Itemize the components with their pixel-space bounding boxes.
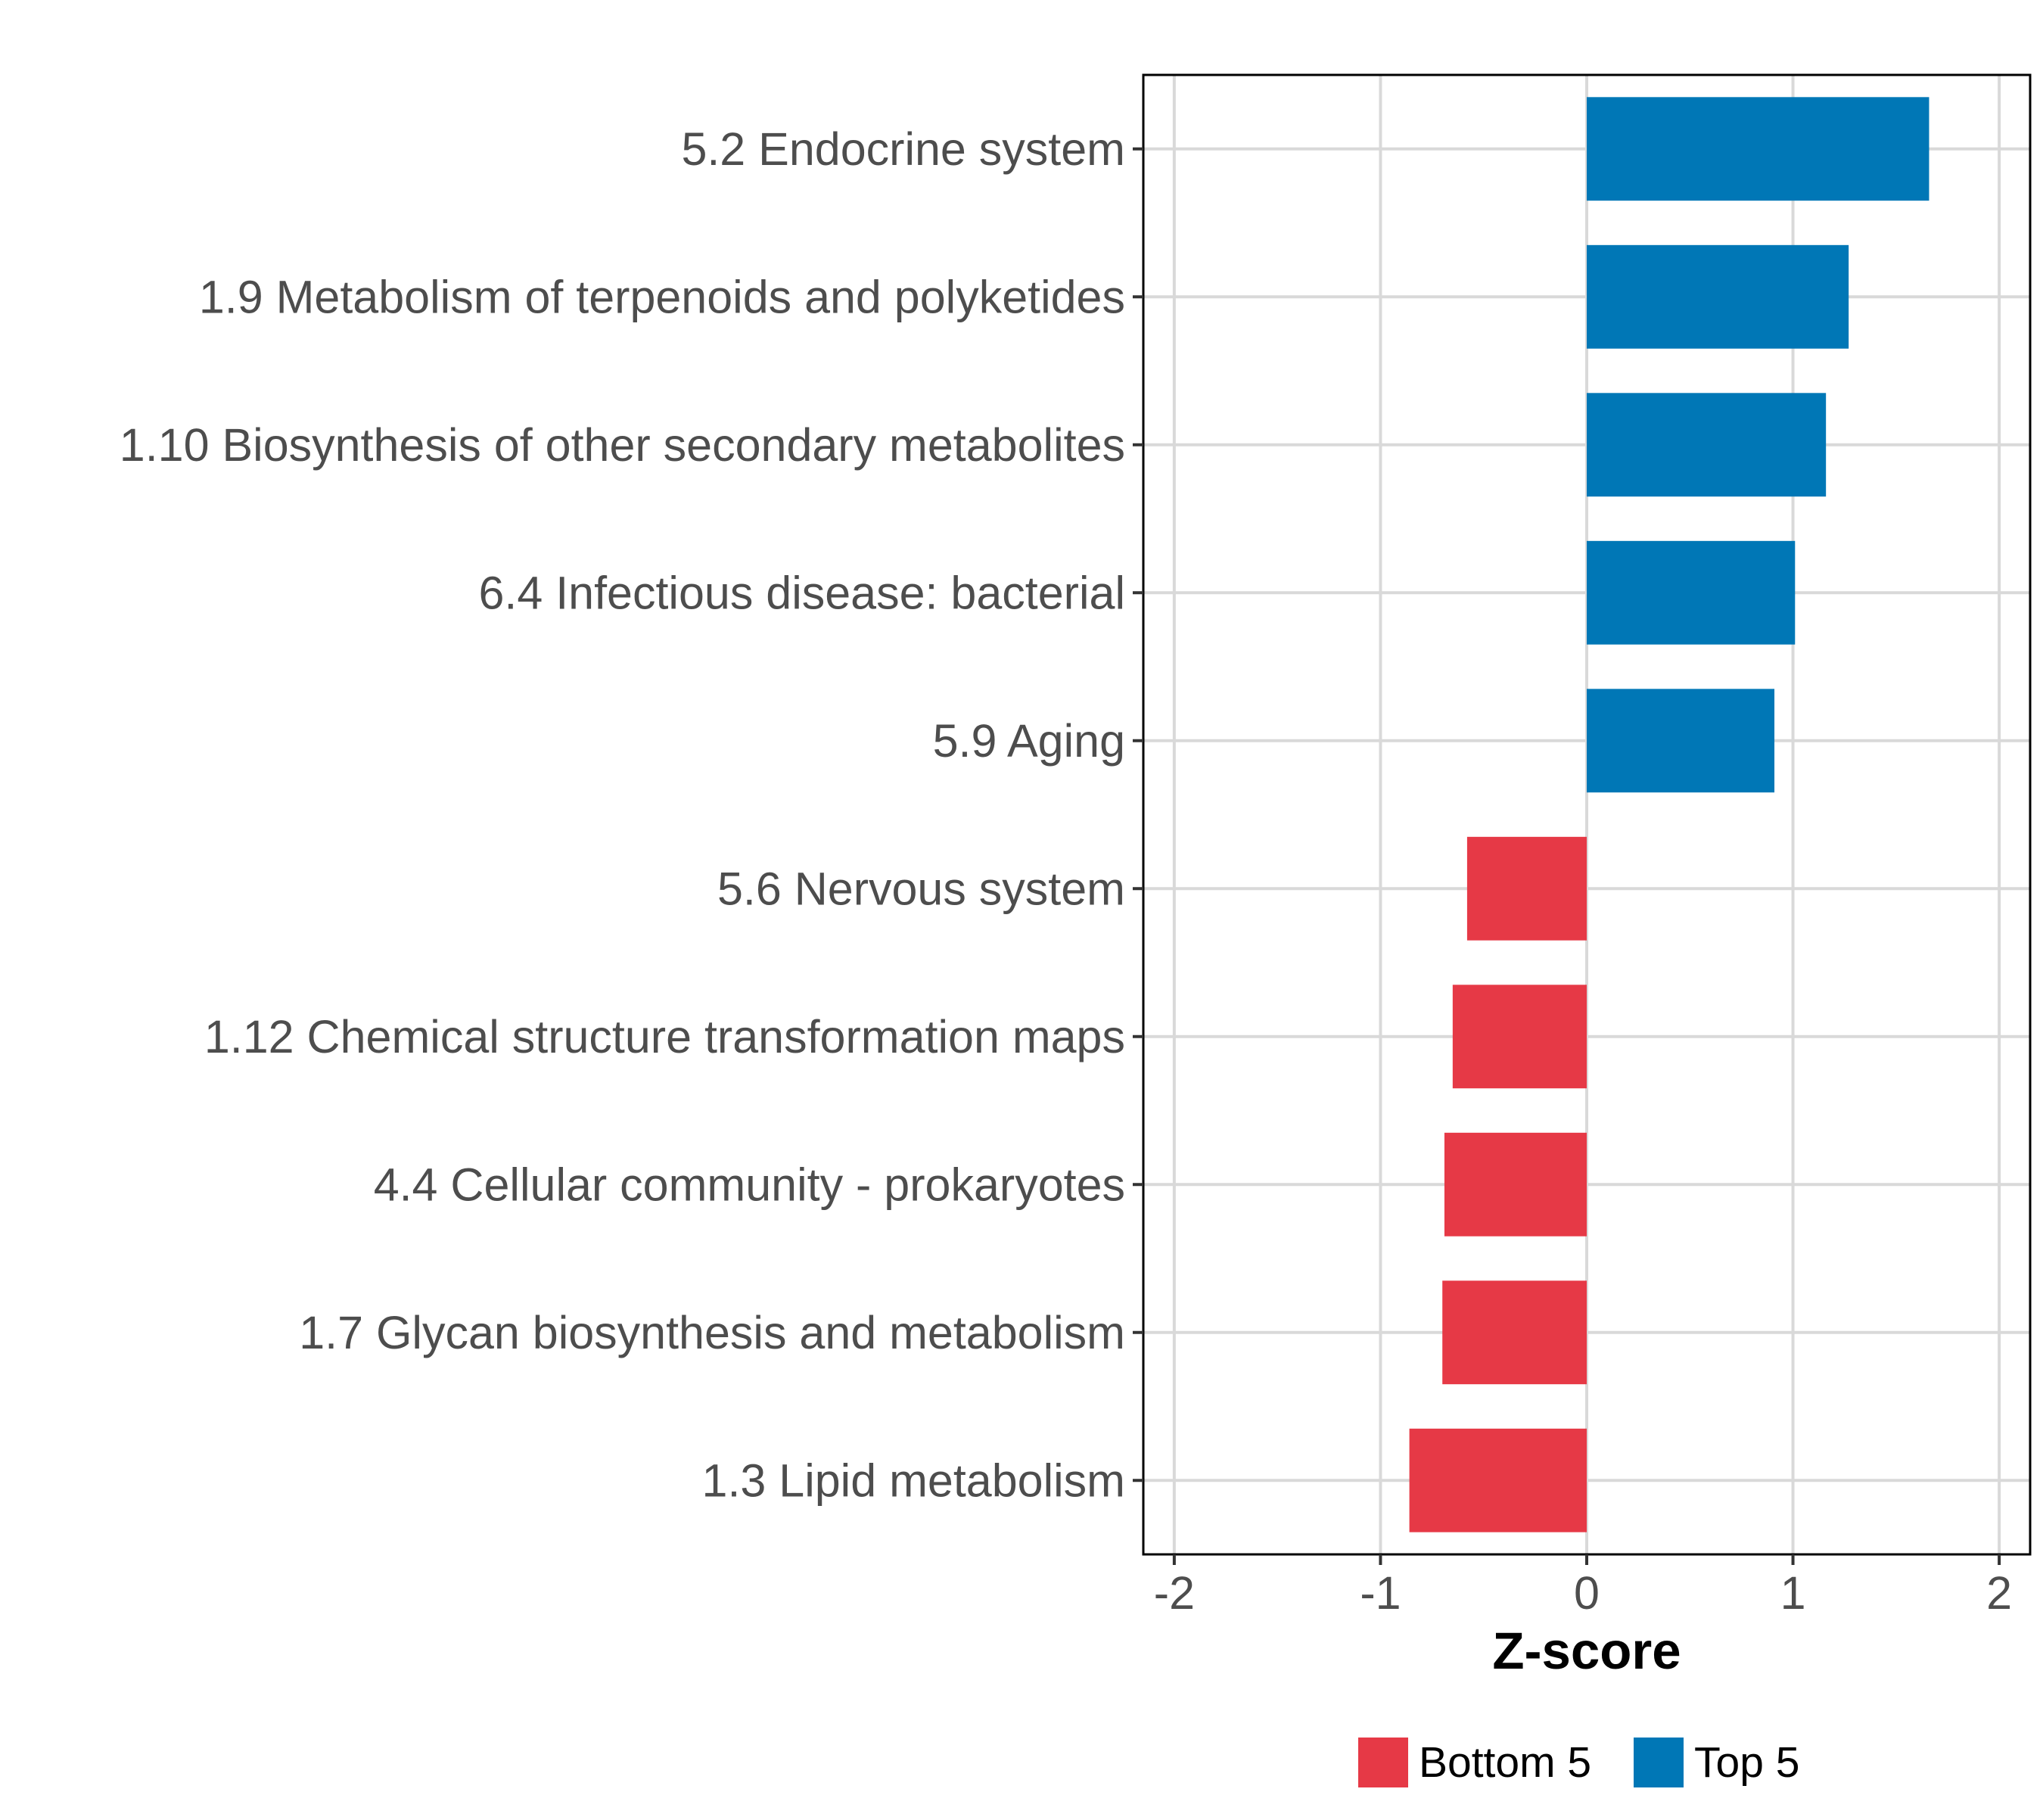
bar	[1466, 836, 1587, 941]
x-tick-label: 2	[1986, 1567, 2012, 1619]
legend-swatch	[1358, 1738, 1408, 1787]
category-label: 6.4 Infectious disease: bacterial	[478, 567, 1125, 618]
legend-swatch	[1634, 1738, 1684, 1787]
bar	[1587, 393, 1827, 497]
x-axis: -2 -1 0 1 2	[1154, 1554, 2012, 1619]
category-label: 5.2 Endocrine system	[681, 123, 1125, 175]
bar	[1452, 985, 1587, 1089]
legend: Bottom 5 Top 5	[1358, 1738, 1799, 1787]
bar	[1587, 540, 1796, 645]
bar	[1587, 689, 1775, 793]
x-tick-label: 0	[1574, 1567, 1600, 1619]
bar	[1587, 244, 1849, 349]
x-tick-label: -1	[1360, 1567, 1401, 1619]
legend-label: Top 5	[1694, 1738, 1799, 1787]
x-tick-label: 1	[1780, 1567, 1806, 1619]
category-label: 1.7 Glycan biosynthesis and metabolism	[299, 1307, 1125, 1358]
bar	[1587, 97, 1930, 201]
category-label: 4.4 Cellular community - prokaryotes	[374, 1159, 1125, 1210]
category-label: 5.6 Nervous system	[717, 863, 1125, 914]
category-label: 1.9 Metabolism of terpenoids and polyket…	[199, 271, 1125, 322]
category-label: 5.9 Aging	[933, 715, 1125, 767]
y-axis: 5.2 Endocrine system 1.9 Metabolism of te…	[120, 123, 1143, 1506]
bar	[1409, 1428, 1587, 1532]
category-label: 1.10 Biosynthesis of other secondary met…	[120, 419, 1125, 471]
x-axis-title: Z-score	[1492, 1622, 1681, 1680]
category-label: 1.3 Lipid metabolism	[702, 1454, 1125, 1506]
bar	[1442, 1280, 1587, 1385]
legend-label: Bottom 5	[1419, 1738, 1591, 1787]
bars	[1409, 97, 1930, 1532]
category-label: 1.12 Chemical structure transformation m…	[204, 1011, 1125, 1062]
x-tick-label: -2	[1154, 1567, 1195, 1619]
bar	[1444, 1132, 1587, 1237]
